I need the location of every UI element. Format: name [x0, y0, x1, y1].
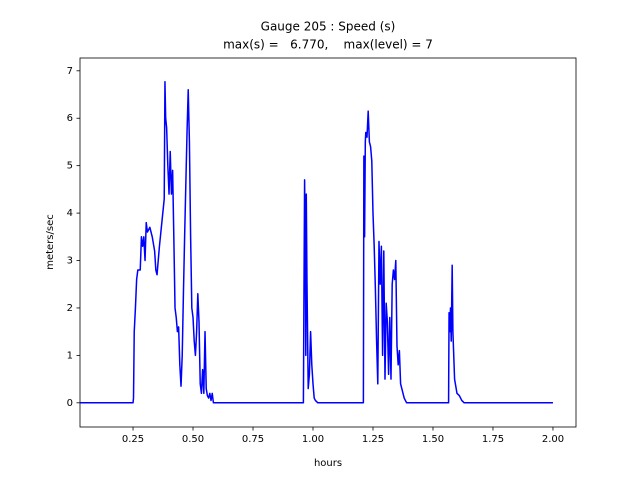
x-tick-label: 0.75 — [242, 434, 264, 445]
line-series — [80, 80, 553, 404]
plot-frame — [79, 57, 577, 428]
x-axis-label: hours — [314, 458, 342, 469]
x-tick-label: 0.50 — [182, 434, 204, 445]
y-tick-label: 0 — [67, 398, 73, 409]
y-tick-label: 6 — [67, 113, 73, 124]
y-axis-label: meters/sec — [45, 214, 56, 270]
x-tick-label: 0.25 — [122, 434, 144, 445]
y-tick-label: 5 — [67, 161, 73, 172]
x-tick-label: 1.25 — [362, 434, 384, 445]
x-tick-label: 1.75 — [482, 434, 504, 445]
x-tick-label: 1.00 — [302, 434, 324, 445]
chart-title: Gauge 205 : Speed (s) — [261, 20, 396, 34]
chart-subtitle: max(s) = 6.770, max(level) = 7 — [223, 38, 433, 52]
x-tick-label: 2.00 — [542, 434, 564, 445]
y-tick-label: 3 — [67, 256, 73, 267]
y-tick-label: 1 — [67, 350, 73, 361]
x-tick-label: 1.50 — [422, 434, 444, 445]
y-tick-label: 7 — [67, 66, 73, 77]
y-tick-label: 2 — [67, 303, 73, 314]
y-tick-label: 4 — [67, 208, 73, 219]
